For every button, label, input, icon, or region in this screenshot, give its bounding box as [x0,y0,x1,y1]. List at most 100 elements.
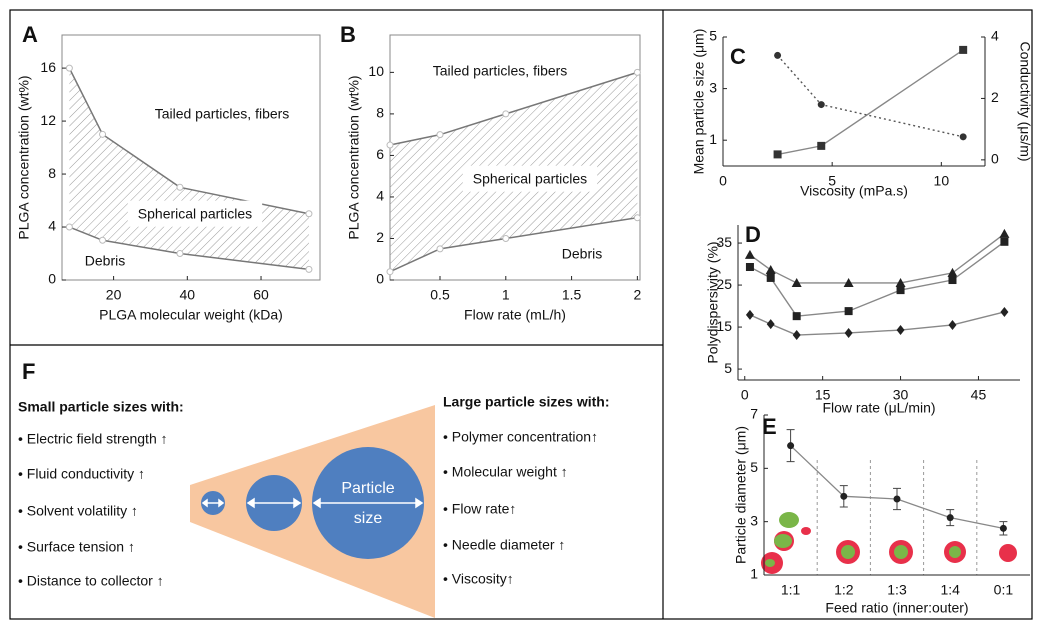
marker [745,263,754,272]
point [787,442,795,450]
marker [766,273,775,282]
y-tick-label: 8 [376,105,384,121]
y-tick-label: 4 [48,218,56,234]
region-label: Spherical particles [473,171,587,187]
x-tick-label: 1:1 [781,582,801,598]
list-item: • Solvent volatility ↑ [18,503,138,519]
y-tick-label: 2 [376,229,384,245]
boundary-point [502,110,510,118]
y2-axis-label: Conductivity (μs/m) [1017,41,1033,161]
series-line [777,49,964,156]
y-axis-label: Particle diameter (μm) [733,426,749,564]
y-tick-label: 16 [40,59,56,75]
marker [791,277,802,287]
marker [1000,306,1009,317]
panel-letter: C [730,44,746,69]
marker [745,309,754,320]
series-line [749,311,1005,336]
series-line [749,233,1005,284]
point [999,524,1007,532]
y-tick-label: 6 [376,146,384,162]
x-tick-label: 30 [893,387,909,403]
panel-letter: B [340,22,356,47]
point [840,492,848,500]
region-label: Debris [85,253,125,269]
x-tick-label: 60 [253,287,269,303]
y-tick-label: 35 [716,234,732,250]
y-tick-label: 0 [376,271,384,287]
y-axis-label: Mean particle size (μm) [691,29,707,175]
boundary-point [436,245,444,253]
marker [773,150,782,159]
y-tick-label: 3 [709,79,717,95]
marker [959,45,968,54]
boundary-point [305,265,313,273]
size-arrows [201,497,424,509]
region-label: Tailed particles, fibers [155,106,290,122]
x-axis-label: Flow rate (mL/h) [464,307,566,323]
y-tick-label: 5 [750,459,758,475]
x-tick-label: 1.5 [562,287,582,303]
boundary-point [633,214,641,222]
boundary-point [502,234,510,242]
x-tick-label: 15 [815,387,831,403]
region-label: Debris [562,246,602,262]
panel-letter: E [762,414,777,439]
list-item: • Viscosity↑ [443,571,514,587]
y-axis-label: Polydispersivity (%) [705,241,721,363]
marker [766,319,775,330]
y-tick-label: 0 [48,271,56,287]
boundary-line [389,216,638,273]
marker [948,319,957,330]
panel-letter: F [22,359,35,384]
y-tick-label: 8 [48,165,56,181]
x-axis-label: Flow rate (μL/min) [822,400,935,416]
label-background [127,200,263,227]
list-heading: Small particle sizes with: [18,399,184,415]
marker [999,228,1010,238]
list-item: • Needle diameter ↑ [443,537,565,553]
boundary-line [69,226,310,271]
list-item: • Flow rate↑ [443,501,516,517]
marker [844,307,853,316]
panel-letter: A [22,22,38,47]
y-axis-label: PLGA concentration (wt%) [16,75,32,239]
boundary-line [68,67,310,215]
y2-tick-label: 0 [991,151,999,167]
x-axis-label: PLGA molecular weight (kDa) [99,307,283,323]
x-tick-label: 40 [180,287,196,303]
x-tick-label: 0 [719,173,727,189]
x-tick-label: 2 [633,287,641,303]
x-axis-label: Feed ratio (inner:outer) [825,600,968,616]
series-line [777,54,964,138]
marker [959,133,967,141]
x-tick-label: 1:2 [834,582,854,598]
y-tick-label: 10 [368,63,384,79]
list-item: • Distance to collector ↑ [18,573,164,589]
marker [792,312,801,321]
x-tick-label: 1:3 [887,582,907,598]
point [946,514,954,522]
marker [774,51,782,59]
y-tick-label: 12 [40,112,56,128]
boundary-point [99,130,107,138]
region-label: Spherical particles [138,206,252,222]
marker [744,249,755,259]
y-tick-label: 5 [724,360,732,376]
marker [792,330,801,341]
boundary-point [633,68,641,76]
list-item: • Surface tension ↑ [18,539,135,555]
y-tick-label: 7 [750,406,758,422]
y-tick-label: 25 [716,276,732,292]
x-tick-label: 1 [502,287,510,303]
y2-tick-label: 2 [991,89,999,105]
list-item: • Polymer concentration↑ [443,429,598,445]
y2-tick-label: 4 [991,28,999,44]
marker [895,277,906,287]
boundary-point [386,141,394,149]
marker [817,101,825,109]
marker [896,286,905,295]
series-line [790,445,1004,529]
y-tick-label: 3 [750,512,758,528]
